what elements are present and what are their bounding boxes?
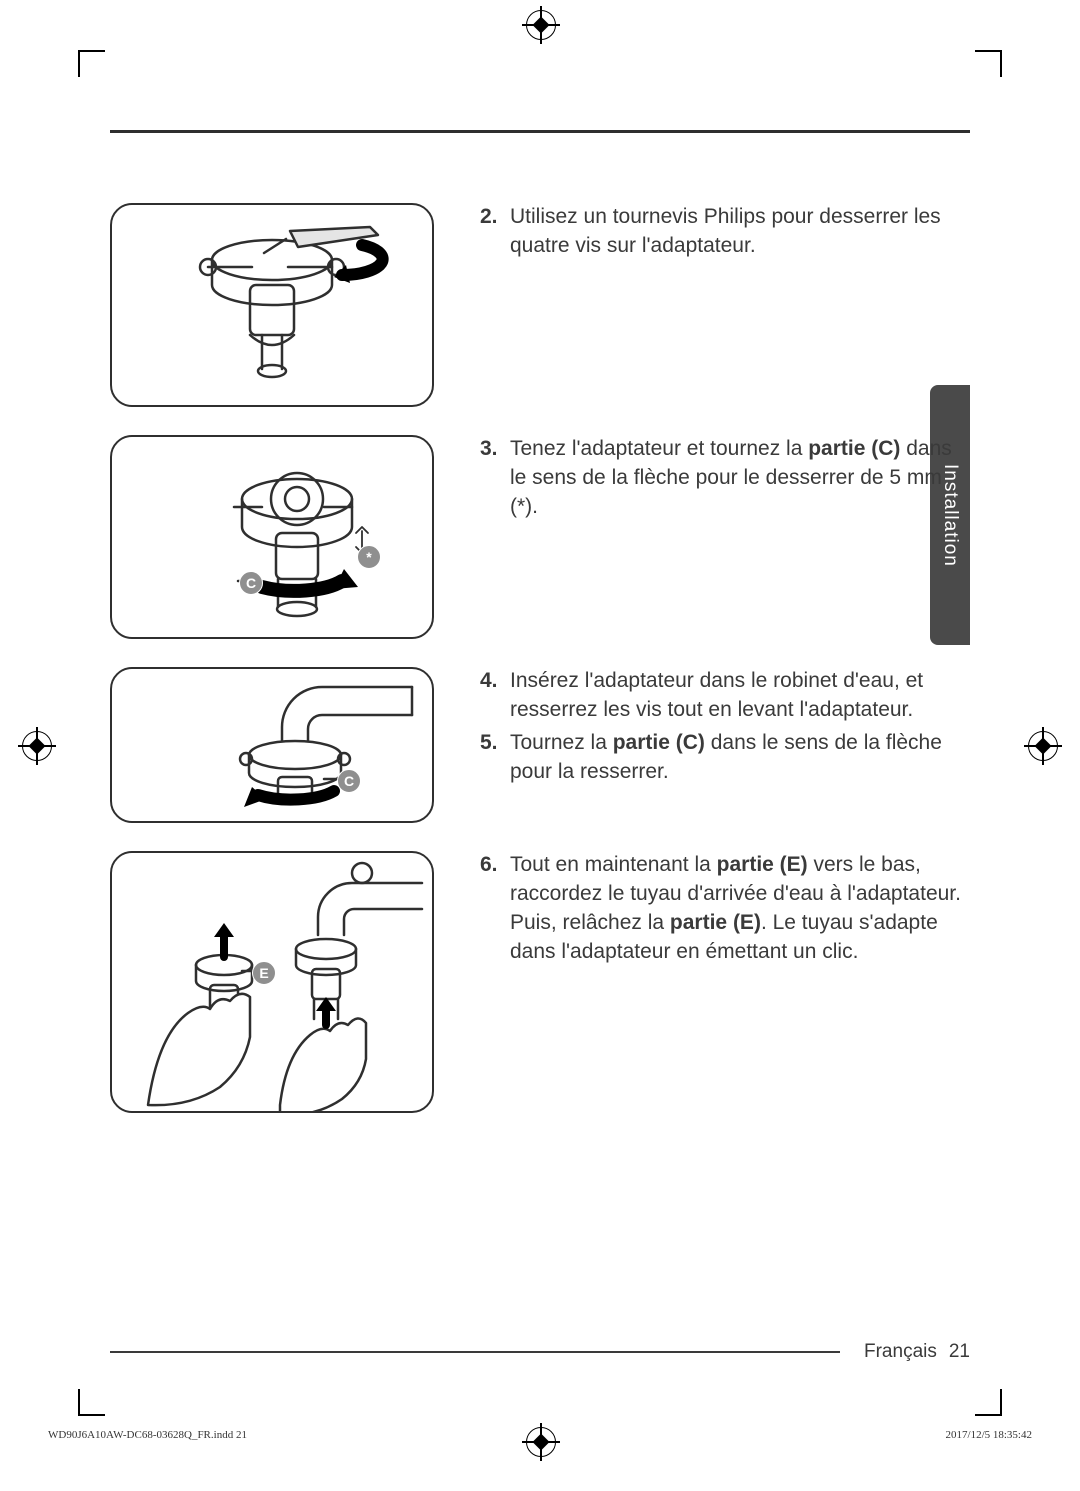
crop-mark	[78, 50, 105, 52]
step-text: Tenez l'adaptateur et tournez la partie …	[510, 435, 970, 522]
crop-mark	[975, 1414, 1002, 1416]
illustration: E	[110, 851, 434, 1113]
page-footer: Français 21	[110, 1341, 970, 1363]
illustration: C*	[110, 435, 434, 639]
page-content: 2.Utilisez un tournevis Philips pour des…	[110, 130, 970, 1371]
step-number: 3.	[480, 435, 510, 522]
crop-mark	[1000, 1389, 1002, 1416]
step-number: 5.	[480, 729, 510, 787]
callout-badge: *	[357, 545, 381, 569]
step-text: Tout en maintenant la partie (E) vers le…	[510, 851, 970, 967]
list-item: 5.Tournez la partie (C) dans le sens de …	[480, 729, 970, 787]
crop-mark	[975, 50, 1002, 52]
bold-text: partie (E)	[717, 853, 808, 876]
step-number: 2.	[480, 203, 510, 261]
instruction-text: 6.Tout en maintenant la partie (E) vers …	[480, 851, 970, 971]
list-item: 3.Tenez l'adaptateur et tournez la parti…	[480, 435, 970, 522]
bold-text: partie (C)	[808, 437, 900, 460]
step-text: Tournez la partie (C) dans le sens de la…	[510, 729, 970, 787]
callout-badge: C	[239, 571, 263, 595]
step-text: Insérez l'adaptateur dans le robinet d'e…	[510, 667, 970, 725]
list-item: 4.Insérez l'adaptateur dans le robinet d…	[480, 667, 970, 725]
crop-mark	[78, 1389, 80, 1416]
bold-text: partie (E)	[670, 911, 761, 934]
step-number: 4.	[480, 667, 510, 725]
instruction-text: 4.Insérez l'adaptateur dans le robinet d…	[480, 667, 970, 791]
registration-mark-icon	[22, 731, 52, 761]
registration-mark-icon	[1028, 731, 1058, 761]
imprint-timestamp: 2017/12/5 18:35:42	[946, 1429, 1032, 1441]
list-item: 2.Utilisez un tournevis Philips pour des…	[480, 203, 970, 261]
list-item: 6.Tout en maintenant la partie (E) vers …	[480, 851, 970, 967]
instruction-row: 2.Utilisez un tournevis Philips pour des…	[110, 203, 970, 407]
header-rule	[110, 130, 970, 133]
bold-text: partie (C)	[613, 731, 705, 754]
footer-rule	[110, 1351, 840, 1353]
crop-mark	[78, 1414, 105, 1416]
instruction-row: C*3.Tenez l'adaptateur et tournez la par…	[110, 435, 970, 639]
instruction-text: 3.Tenez l'adaptateur et tournez la parti…	[480, 435, 970, 526]
callout-badge: E	[252, 961, 276, 985]
print-imprint: WD90J6A10AW-DC68-03628Q_FR.indd 21 2017/…	[48, 1429, 1032, 1441]
callout-badge: C	[337, 769, 361, 793]
crop-mark	[1000, 50, 1002, 77]
instruction-text: 2.Utilisez un tournevis Philips pour des…	[480, 203, 970, 265]
illustration: C	[110, 667, 434, 823]
registration-mark-icon	[526, 10, 556, 40]
step-text: Utilisez un tournevis Philips pour desse…	[510, 203, 970, 261]
footer-language: Français	[864, 1341, 937, 1363]
imprint-file: WD90J6A10AW-DC68-03628Q_FR.indd 21	[48, 1429, 247, 1441]
footer-page-number: 21	[949, 1341, 970, 1363]
instruction-row: E 6.Tout en maintenant la partie (E) vers…	[110, 851, 970, 1113]
step-number: 6.	[480, 851, 510, 967]
crop-mark	[78, 50, 80, 77]
illustration	[110, 203, 434, 407]
instruction-row: C 4.Insérez l'adaptateur dans le robinet …	[110, 667, 970, 823]
